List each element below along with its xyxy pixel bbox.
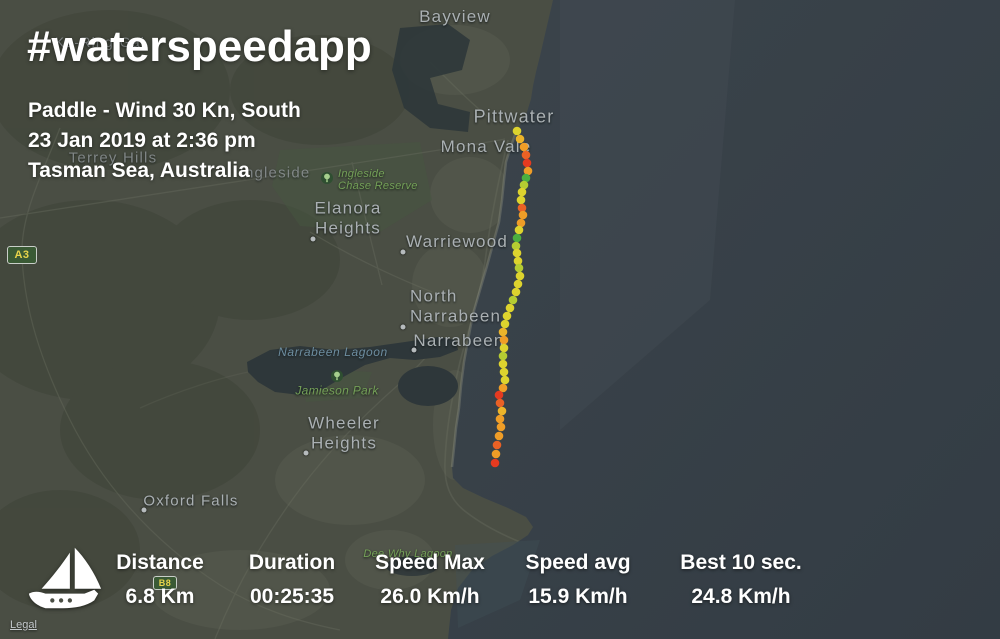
stat-speed-avg: Speed avg 15.9 Km/h [525, 551, 630, 609]
stat-label: Duration [248, 551, 336, 574]
stat-value: 26.0 Km/h [380, 585, 480, 608]
session-line-location: Tasman Sea, Australia [28, 159, 250, 182]
stat-duration: Duration 00:25:35 [249, 551, 335, 609]
stat-label: Speed Max [375, 551, 485, 574]
shallow-water [455, 540, 540, 628]
stat-label: Distance [116, 551, 204, 574]
stat-value: 00:25:35 [249, 585, 335, 608]
stat-best-10-sec: Best 10 sec. 24.8 Km/h [680, 551, 801, 609]
bushland-patches [0, 10, 410, 610]
sailboat-icon [28, 547, 102, 609]
legal-link[interactable]: Legal [10, 619, 37, 631]
session-info: Paddle - Wind 30 Kn, South 23 Jan 2019 a… [28, 96, 301, 186]
stat-label: Best 10 sec. [680, 551, 802, 574]
stat-label: Speed avg [525, 551, 631, 574]
stat-distance: Distance 6.8 Km [116, 551, 204, 609]
nearshore-water [560, 0, 735, 430]
app-title: #waterspeedapp [27, 22, 372, 71]
roads [0, 61, 741, 639]
stat-speed-max: Speed Max 26.0 Km/h [375, 551, 485, 609]
stat-value: 24.8 Km/h [691, 585, 791, 608]
stat-value: 15.9 Km/h [528, 585, 628, 608]
session-line-activity-wind: Paddle - Wind 30 Kn, South [28, 99, 301, 122]
stat-value: 6.8 Km [125, 585, 195, 608]
beach-line [450, 134, 517, 468]
lagoon-water [247, 24, 470, 576]
session-line-datetime: 23 Jan 2019 at 2:36 pm [28, 129, 256, 152]
